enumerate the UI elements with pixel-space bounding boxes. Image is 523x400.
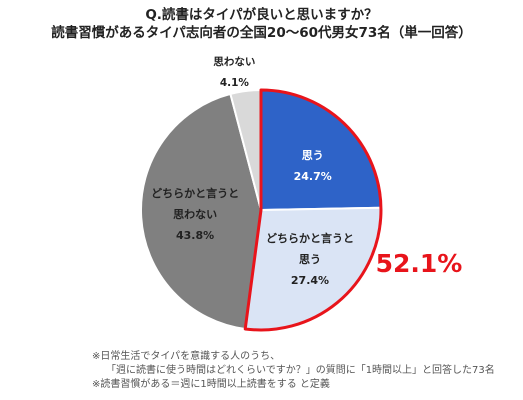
chart-subtitle: 読書習慣があるタイパ志向者の全国20～60代男女73名（単一回答）	[51, 25, 472, 41]
highlight-outline	[243, 88, 383, 332]
footnotes: ※日常生活でタイパを意識する人のうち、 「週に読書に使う時間はどれくらいですか？…	[92, 350, 495, 392]
footnote-3: ※読書習慣がある＝週に1時間以上読書をする と定義	[92, 379, 330, 390]
chart-title: Q.読書はタイパが良いと思いますか？	[145, 7, 378, 23]
slice-category-label: 思う	[302, 149, 324, 162]
pie-slice	[140, 92, 263, 331]
slice-value-label: 24.7%	[294, 170, 332, 183]
slice-category-label: 思う	[299, 253, 321, 266]
slice-value-label: 43.8%	[176, 229, 214, 242]
slice-category-label: どちらかと言うと	[266, 231, 354, 245]
slice-category-label: 思わない	[173, 208, 217, 221]
slice-category-label: どちらかと言うと	[151, 186, 239, 200]
pie-slice	[244, 206, 382, 331]
footnote-1: ※日常生活でタイパを意識する人のうち、	[92, 351, 281, 362]
footnote-2: 「週に読書に使う時間はどれくらいですか？」の質問に「1時間以上」と回答した73名	[106, 365, 495, 376]
slice-value-label: 4.1%	[220, 77, 250, 89]
slice-category-label: 思わない	[213, 56, 255, 68]
highlight-percentage: 52.1%	[376, 249, 463, 278]
slice-value-label: 27.4%	[291, 274, 329, 287]
